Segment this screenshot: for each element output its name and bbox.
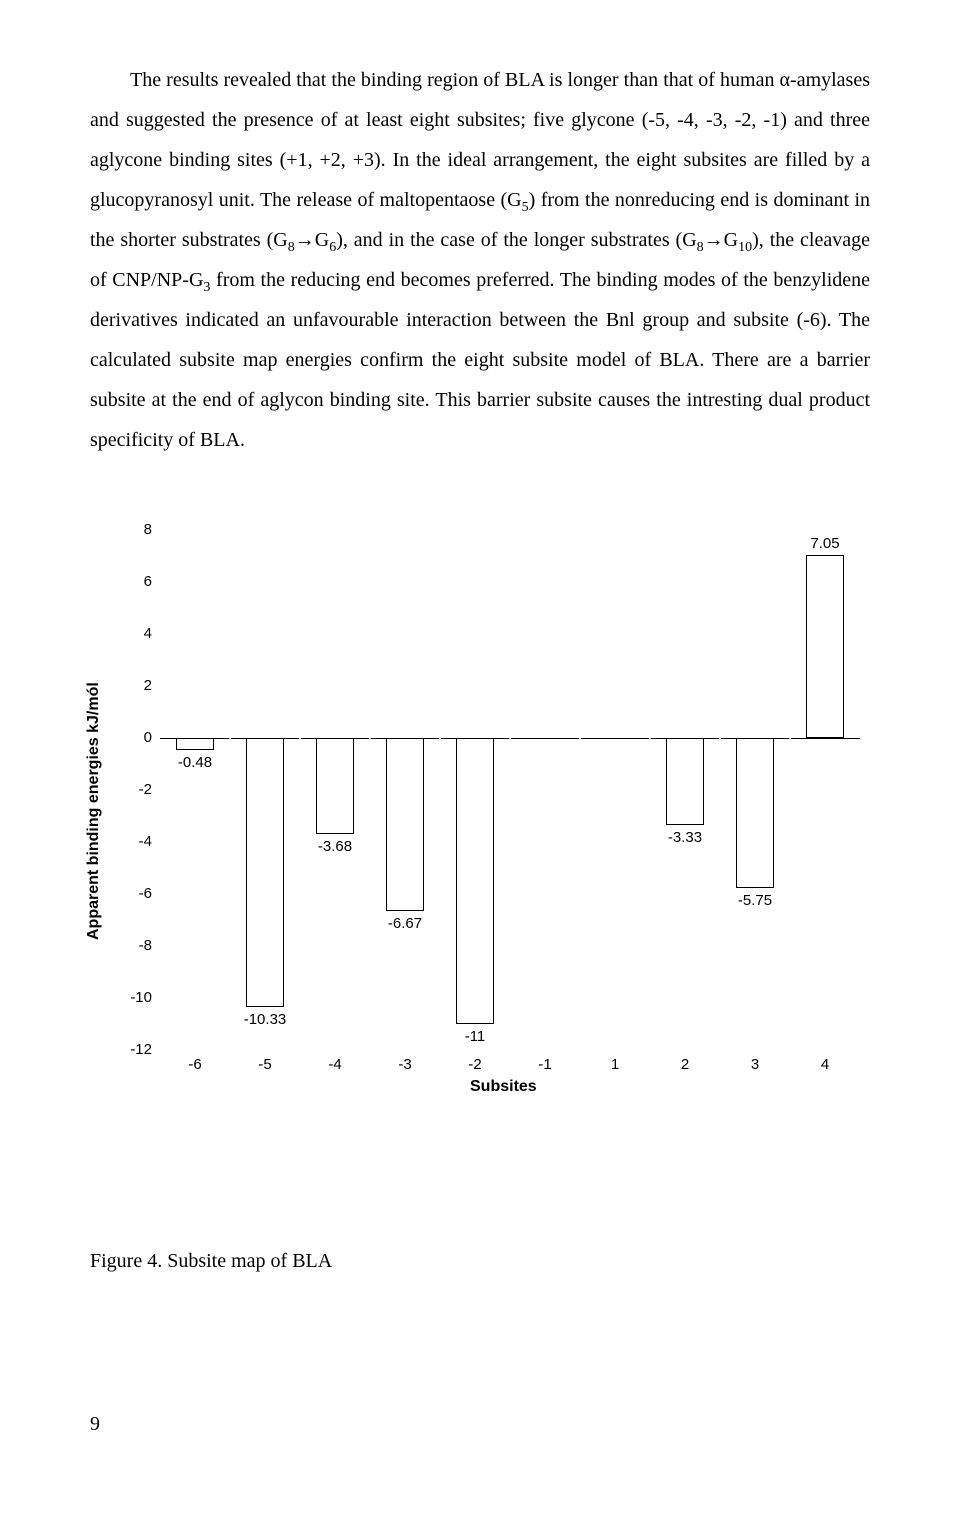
grid-seg	[649, 738, 651, 739]
grid-seg	[719, 738, 721, 739]
bar-value-label: -3.33	[645, 829, 725, 846]
x-tick-label: 3	[725, 1056, 785, 1073]
paragraph-text: The results revealed that the binding re…	[90, 69, 870, 451]
x-tick-label: -3	[375, 1056, 435, 1073]
bar-value-label: -5.75	[715, 892, 795, 909]
bar	[316, 738, 355, 834]
y-tick-label: -10	[112, 989, 152, 1006]
y-tick-label: 0	[112, 729, 152, 746]
x-tick-label: 1	[585, 1056, 645, 1073]
grid-seg	[439, 738, 441, 739]
bar-value-label: -0.48	[155, 754, 235, 771]
grid-seg	[509, 738, 511, 739]
body-paragraph: The results revealed that the binding re…	[90, 60, 870, 460]
grid-seg	[229, 738, 231, 739]
bar	[806, 555, 845, 738]
bar-value-label: -6.67	[365, 915, 445, 932]
figure-caption: Figure 4. Subsite map of BLA	[90, 1250, 870, 1273]
x-tick-label: 4	[795, 1056, 855, 1073]
y-tick-label: -2	[112, 781, 152, 798]
x-tick-label: 2	[655, 1056, 715, 1073]
y-tick-label: -8	[112, 937, 152, 954]
bar-value-label: -10.33	[225, 1011, 305, 1028]
y-tick-label: -4	[112, 833, 152, 850]
page-number: 9	[90, 1413, 870, 1436]
x-tick-label: -2	[445, 1056, 505, 1073]
bar-value-label: 7.05	[785, 535, 865, 552]
x-axis-label: Subsites	[470, 1078, 537, 1096]
grid-seg	[369, 738, 371, 739]
y-tick-label: -6	[112, 885, 152, 902]
subsite-bar-chart: Apparent binding energies kJ/mól Subsite…	[90, 530, 870, 1130]
x-tick-label: -1	[515, 1056, 575, 1073]
page-root: The results revealed that the binding re…	[0, 0, 960, 1476]
y-tick-label: 6	[112, 573, 152, 590]
x-tick-label: -6	[165, 1056, 225, 1073]
x-tick-label: -4	[305, 1056, 365, 1073]
x-tick-label: -5	[235, 1056, 295, 1073]
bar	[736, 738, 775, 888]
bar-value-label: -3.68	[295, 838, 375, 855]
grid-seg	[579, 738, 581, 739]
bar-value-label: -11	[435, 1028, 515, 1045]
y-tick-label: 8	[112, 521, 152, 538]
bar	[176, 738, 215, 750]
bar	[246, 738, 285, 1007]
plot-area	[160, 530, 860, 1050]
grid-seg	[299, 738, 301, 739]
bar	[386, 738, 425, 911]
y-axis-label: Apparent binding energies kJ/mól	[85, 682, 103, 940]
bar	[456, 738, 495, 1024]
bar	[666, 738, 705, 825]
y-tick-label: -12	[112, 1041, 152, 1058]
y-tick-label: 2	[112, 677, 152, 694]
y-tick-label: 4	[112, 625, 152, 642]
grid-seg	[789, 738, 791, 739]
